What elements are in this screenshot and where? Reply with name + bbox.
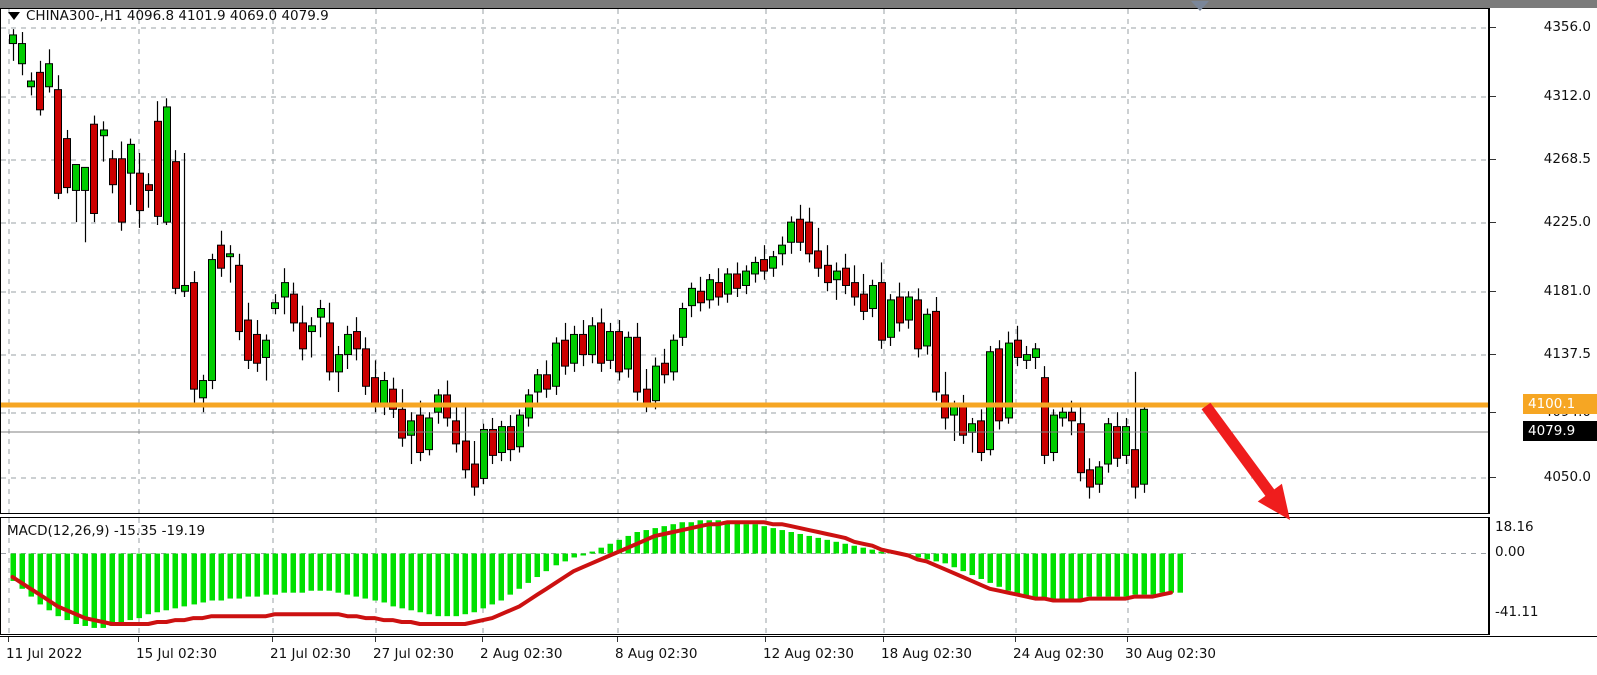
time-axis-label: 21 Jul 02:30 xyxy=(270,646,351,662)
price-axis-label: 4356.0 xyxy=(1543,19,1591,35)
time-axis-label: 15 Jul 02:30 xyxy=(136,646,217,662)
object-marker-icon[interactable] xyxy=(1191,1,1209,11)
window-top-bar xyxy=(0,0,1597,8)
price-axis-tick xyxy=(1490,27,1496,28)
price-axis-label: 4268.5 xyxy=(1543,151,1591,167)
time-axis[interactable]: 11 Jul 2022 15 Jul 02:30 21 Jul 02:30 27 Ju… xyxy=(0,636,1597,675)
price-axis-tick xyxy=(1490,291,1496,292)
time-axis-label: 30 Aug 02:30 xyxy=(1125,646,1217,662)
price-axis-tick xyxy=(1490,159,1496,160)
price-axis-tick xyxy=(1490,412,1496,413)
macd-axis-label: -41.11 xyxy=(1495,604,1539,620)
time-axis-tick xyxy=(765,637,766,642)
price-chart-title: CHINA300-,H1 4096.8 4101.9 4069.0 4079.9 xyxy=(26,8,329,24)
time-axis-tick xyxy=(883,637,884,642)
time-axis-label: 11 Jul 2022 xyxy=(6,646,83,662)
time-axis-tick xyxy=(375,637,376,642)
time-axis-tick xyxy=(1015,637,1016,642)
macd-chart-canvas[interactable] xyxy=(1,518,1488,634)
price-axis-label: 4225.0 xyxy=(1543,214,1591,230)
price-axis-label: 4312.0 xyxy=(1543,88,1591,104)
time-axis-label: 8 Aug 02:30 xyxy=(615,646,698,662)
macd-y-axis[interactable]: 18.16 0.00 -41.11 xyxy=(1489,517,1597,635)
price-axis-label: 4137.5 xyxy=(1543,346,1591,362)
price-chart-canvas[interactable] xyxy=(1,9,1488,513)
macd-title: MACD(12,26,9) -15.35 -19.19 xyxy=(7,523,206,539)
time-axis-label: 12 Aug 02:30 xyxy=(763,646,855,662)
macd-axis-label: 0.00 xyxy=(1495,544,1526,560)
time-axis-tick xyxy=(1127,637,1128,642)
price-axis-tick xyxy=(1490,96,1496,97)
time-axis-tick xyxy=(138,637,139,642)
price-axis-label: 4181.0 xyxy=(1543,283,1591,299)
chart-collapse-icon[interactable] xyxy=(8,12,20,20)
time-axis-tick xyxy=(272,637,273,642)
time-axis-label: 24 Aug 02:30 xyxy=(1013,646,1105,662)
macd-axis-label: 18.16 xyxy=(1495,519,1534,535)
time-axis-label: 18 Aug 02:30 xyxy=(881,646,973,662)
time-axis-label: 2 Aug 02:30 xyxy=(480,646,563,662)
time-axis-label: 27 Jul 02:30 xyxy=(373,646,454,662)
price-axis-label: 4050.0 xyxy=(1543,469,1591,485)
price-axis-tick xyxy=(1490,477,1496,478)
time-axis-tick xyxy=(8,637,9,642)
price-axis-tick xyxy=(1490,354,1496,355)
macd-chart-panel[interactable]: MACD(12,26,9) -15.35 -19.19 xyxy=(0,517,1489,635)
price-axis-tick xyxy=(1490,222,1496,223)
last-price-tag[interactable]: 4079.9 xyxy=(1523,421,1597,441)
time-axis-tick xyxy=(617,637,618,642)
price-chart-panel[interactable] xyxy=(0,8,1489,514)
price-level-tag[interactable]: 4100.1 xyxy=(1523,394,1597,414)
time-axis-tick xyxy=(482,637,483,642)
